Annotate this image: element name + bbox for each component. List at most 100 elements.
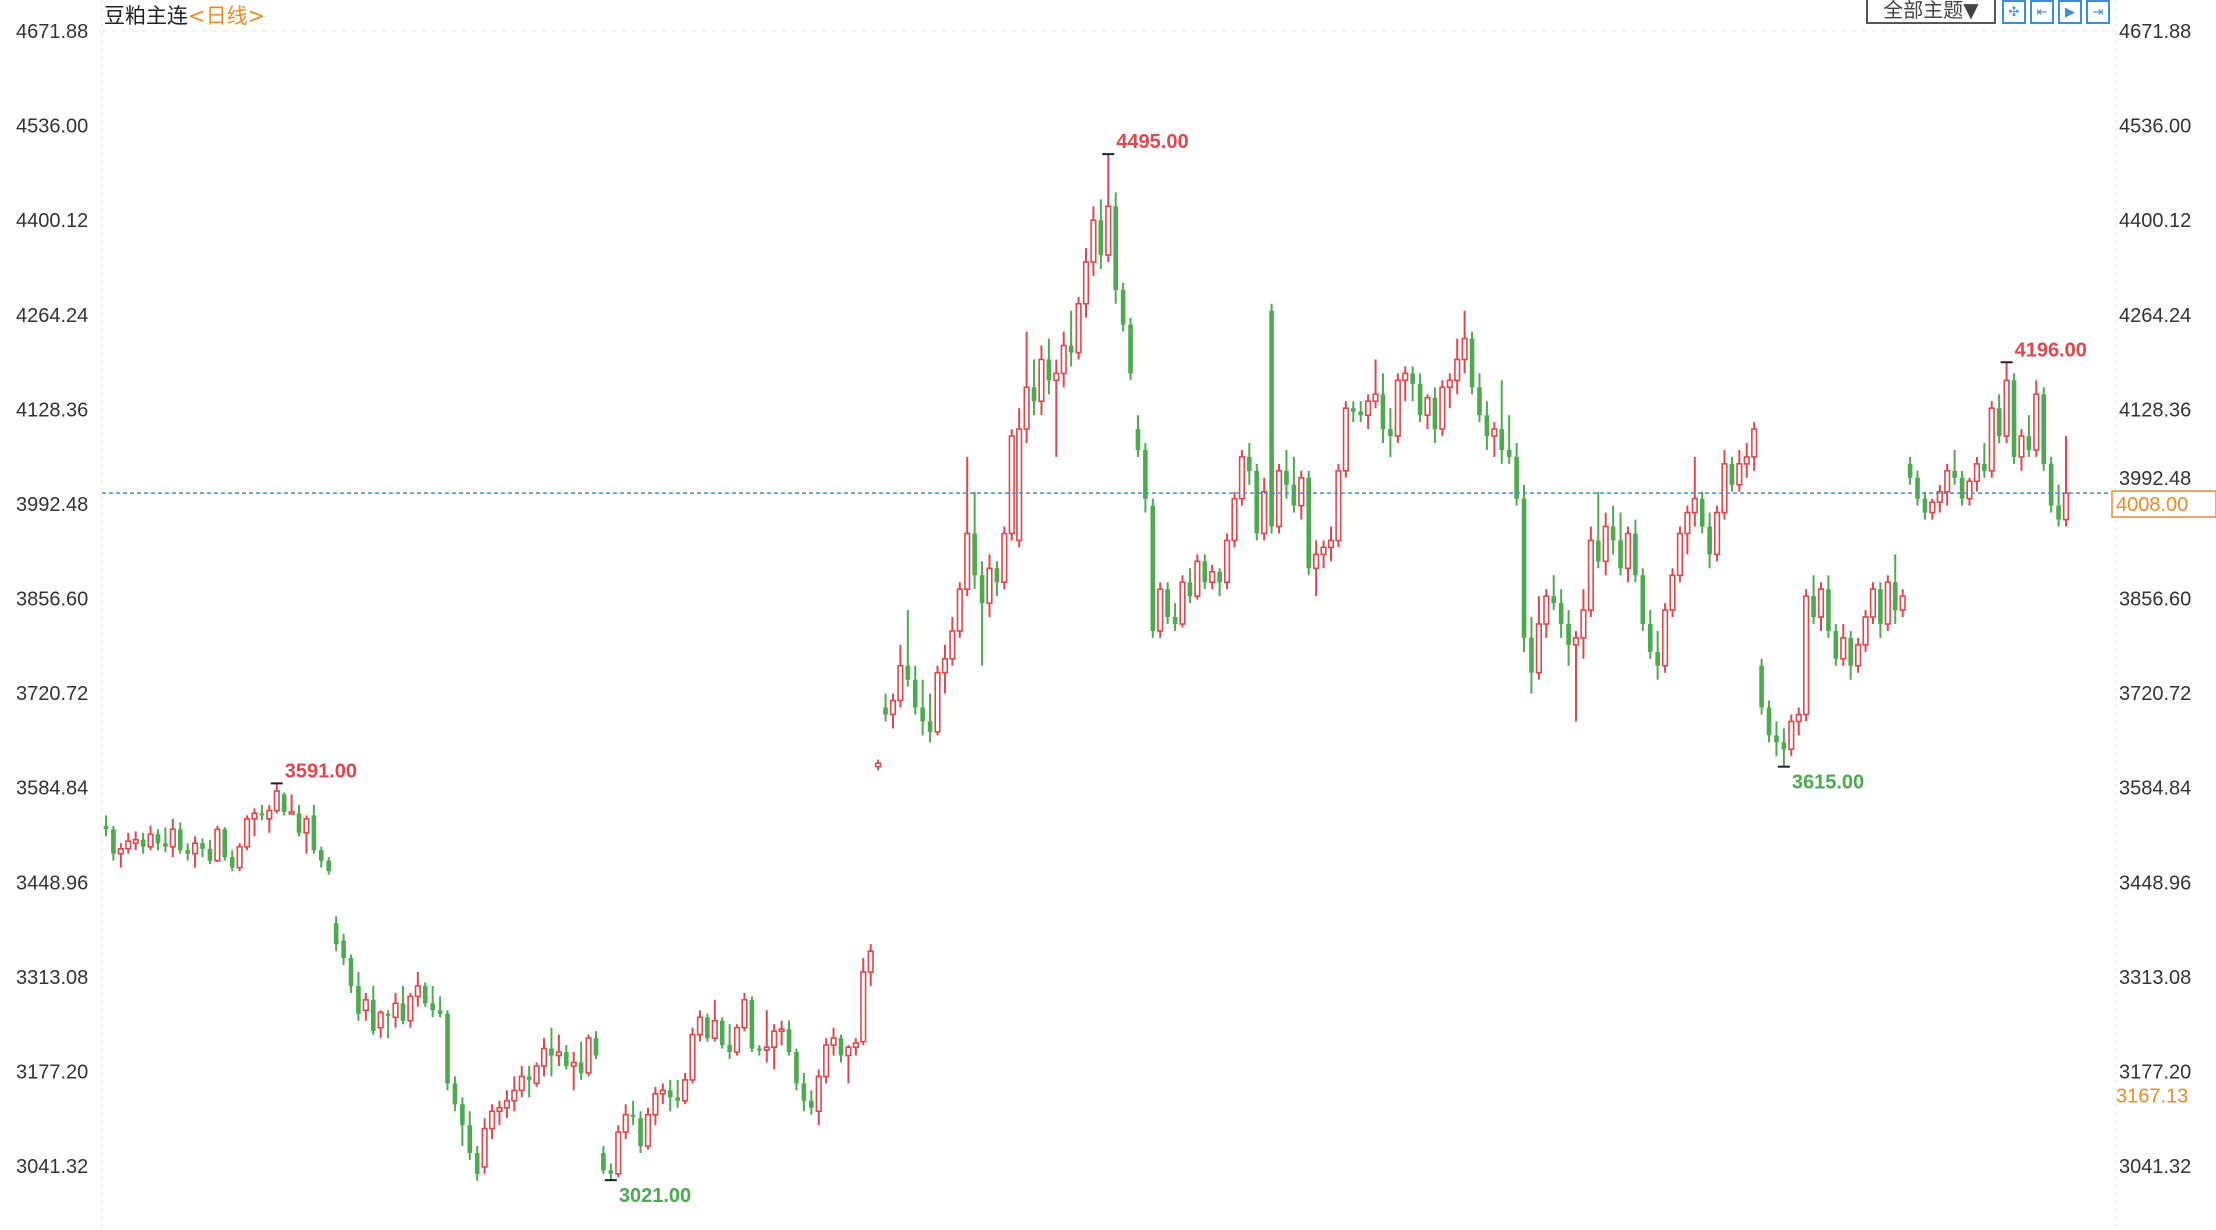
candle-body	[1595, 540, 1601, 562]
y-tick-label-right: 4264.24	[2119, 305, 2191, 327]
y-tick-label-right: 3584.84	[2119, 778, 2191, 800]
candle-body	[407, 995, 414, 1022]
candle-body	[1521, 498, 1527, 638]
candle-body	[2026, 436, 2032, 450]
candle-body	[979, 575, 985, 604]
y-tick-label-left: 4400.12	[16, 210, 88, 232]
candle-body	[540, 1047, 548, 1067]
candle-body	[1335, 470, 1342, 542]
candle-body	[392, 1002, 399, 1019]
candle-body	[1068, 345, 1074, 353]
candle-body	[1580, 609, 1587, 639]
candle-body	[533, 1065, 540, 1085]
candle-body	[1936, 490, 1943, 503]
candle-body	[1640, 575, 1646, 624]
candle-body	[1869, 588, 1877, 618]
candle-body	[2056, 505, 2061, 520]
candle-body	[889, 699, 897, 716]
candle-body	[920, 707, 925, 722]
jump-to-end-icon[interactable]: ⇥	[2086, 0, 2110, 24]
candle-body	[1774, 735, 1779, 743]
candle-body	[2033, 393, 2040, 451]
candle-body	[296, 813, 302, 833]
candle-body	[1372, 393, 1379, 403]
candle-body	[1602, 525, 1609, 563]
candle-body	[200, 843, 205, 849]
candle-body	[1194, 560, 1201, 597]
candle-body	[638, 1118, 643, 1147]
y-tick-label-right: 3041.32	[2119, 1156, 2191, 1178]
candle-body	[809, 1100, 814, 1108]
candle-body	[1966, 480, 1973, 500]
candle-body	[348, 958, 354, 986]
y-tick-label-right: 4128.36	[2119, 399, 2191, 421]
candle-body	[941, 657, 949, 674]
candle-body	[727, 1045, 732, 1053]
candle-body	[1721, 463, 1728, 514]
period-label[interactable]: <日线>	[188, 4, 266, 28]
candle-body	[1320, 546, 1327, 556]
candle-body	[1899, 595, 1906, 611]
candle-body	[163, 843, 168, 847]
candle-body	[333, 923, 339, 945]
crosshair-icon[interactable]: ✣	[2002, 0, 2026, 24]
y-tick-label-left: 3041.32	[16, 1156, 88, 1178]
theme-select[interactable]: 全部主题▼	[1866, 0, 1996, 24]
y-tick-label-left: 3720.72	[16, 683, 88, 705]
candle-body	[1907, 463, 1913, 478]
candle-body	[1410, 373, 1415, 384]
candle-body	[897, 664, 904, 702]
candle-body	[845, 1046, 852, 1057]
candle-body	[1878, 589, 1883, 624]
candle-body	[503, 1099, 511, 1109]
candle-body	[1817, 588, 1825, 618]
candle-body	[1217, 571, 1222, 583]
candle-body	[445, 1013, 450, 1084]
candle-body	[986, 567, 993, 604]
y-tick-label-left: 4128.36	[16, 399, 88, 421]
candle-body	[1988, 407, 1995, 472]
candle-body	[511, 1089, 518, 1102]
candle-body	[838, 1038, 844, 1056]
candle-body	[860, 971, 867, 1043]
candle-body	[1684, 511, 1691, 535]
candle-body	[288, 811, 295, 815]
candle-body	[1038, 358, 1045, 403]
y-tick-label-right: 4671.88	[2119, 21, 2191, 43]
candle-body	[1120, 289, 1126, 325]
candle-body	[1388, 429, 1393, 437]
candle-body	[1023, 386, 1030, 430]
candle-body	[1432, 397, 1438, 430]
candle-body	[786, 1029, 792, 1053]
candle-body	[1551, 596, 1557, 604]
candle-body	[994, 568, 1000, 583]
candle-body	[1982, 463, 1987, 471]
candle-body	[667, 1090, 673, 1098]
y-tick-label-left: 3584.84	[16, 778, 88, 800]
candle-body	[956, 588, 963, 632]
play-icon[interactable]: ▶	[2058, 0, 2082, 24]
candle-body	[207, 848, 213, 861]
candle-body	[578, 1062, 584, 1073]
candle-body	[1143, 449, 1148, 499]
candle-body	[341, 940, 346, 959]
candle-body	[927, 721, 933, 732]
candle-body	[430, 1003, 435, 1011]
y-tick-label-right: 3720.72	[2119, 683, 2191, 705]
last-price-box	[2111, 490, 2216, 518]
candle-body	[652, 1093, 659, 1116]
candle-body	[326, 860, 332, 872]
candle-body	[555, 1051, 562, 1057]
range-select-icon[interactable]: ⇤	[2030, 0, 2054, 24]
y-tick-label-right: 3313.08	[2119, 967, 2191, 989]
candle-body	[251, 812, 258, 820]
candle-body	[1247, 456, 1252, 471]
candle-body	[763, 1046, 770, 1051]
candle-body	[385, 1013, 391, 1016]
candle-body	[1826, 589, 1831, 631]
candle-body	[1572, 637, 1580, 646]
candle-body	[630, 1114, 636, 1117]
candle-body	[2018, 435, 2025, 458]
candle-body	[1855, 644, 1862, 667]
